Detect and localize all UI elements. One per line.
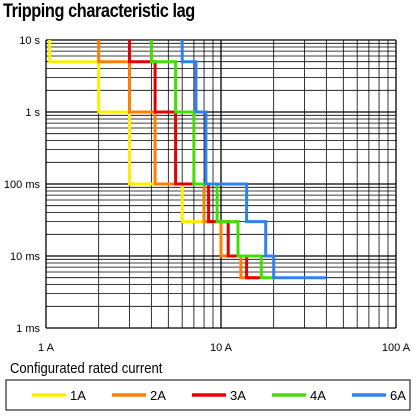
y-tick-label: 1 s (25, 107, 40, 119)
legend-label-3a: 3A (230, 388, 246, 403)
x-tick-label: 1 A (38, 342, 55, 354)
x-tick-label: 100 A (382, 342, 411, 354)
legend-box (5, 379, 411, 411)
grid-major-lines (45, 39, 397, 329)
legend-label-4a: 4A (310, 388, 326, 403)
legend-title: Configurated rated current (10, 361, 163, 377)
legend-label-6a: 6A (390, 388, 406, 403)
chart-title: Tripping characteristic lag (3, 1, 195, 22)
series-line-4a (149, 40, 274, 280)
series-line-6a (180, 40, 327, 280)
x-tick-labels: 1 A 10 A 100 A (38, 342, 411, 354)
legend-label-1a: 1A (70, 388, 86, 403)
y-tick-label: 10 ms (10, 251, 40, 263)
y-tick-label: 100 ms (4, 179, 41, 191)
series-line-2a (97, 40, 257, 280)
x-tick-label: 10 A (210, 342, 233, 354)
series-line-1a (48, 40, 241, 258)
y-tick-labels: 10 s 1 s 100 ms 10 ms 1 ms (4, 35, 41, 335)
plot-area: 10 s 1 s 100 ms 10 ms 1 ms 1 A 10 A 100 A (4, 35, 411, 354)
y-tick-label: 10 s (19, 35, 40, 47)
legend-items: 1A 2A 3A 4A 6A (32, 388, 406, 403)
series-layer (48, 40, 327, 280)
legend-label-2a: 2A (150, 388, 166, 403)
y-tick-label: 1 ms (16, 323, 40, 335)
